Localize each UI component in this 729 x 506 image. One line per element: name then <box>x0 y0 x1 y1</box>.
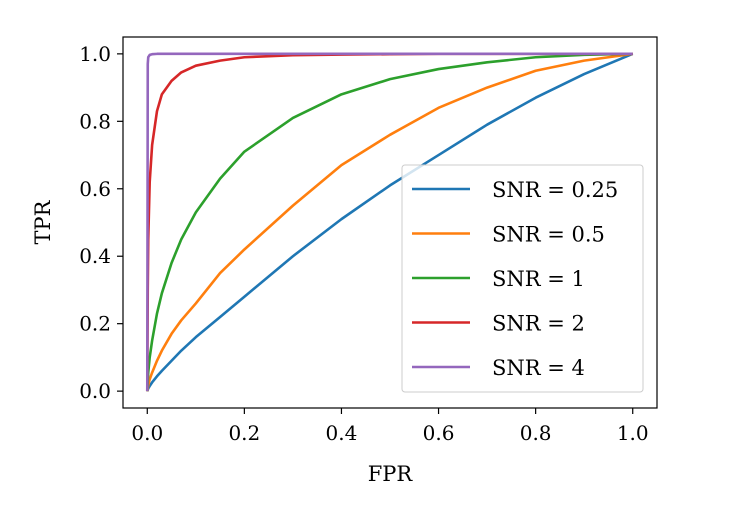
y-tick-label: 0.0 <box>79 379 111 403</box>
x-tick-label: 1.0 <box>617 421 649 445</box>
x-axis-label: FPR <box>368 462 414 486</box>
y-tick-label: 1.0 <box>79 42 111 66</box>
legend-label-1: SNR = 0.25 <box>492 178 618 202</box>
series-line-3 <box>145 52 633 392</box>
legend-label-2: SNR = 0.5 <box>492 223 605 247</box>
y-tick-label: 0.4 <box>79 244 111 268</box>
x-tick-label: 0.6 <box>423 421 455 445</box>
legend-label-3: SNR = 1 <box>492 267 585 291</box>
x-tick-label: 0.0 <box>131 421 163 445</box>
plot-lines <box>145 52 634 392</box>
series-line-2 <box>145 52 633 392</box>
series-line-1 <box>146 52 634 392</box>
x-tick-label: 0.8 <box>520 421 552 445</box>
x-axis-ticks: 0.0 0.2 0.4 0.6 0.8 1.0 <box>131 408 649 445</box>
plot-frame <box>122 36 658 409</box>
legend-box <box>401 164 644 393</box>
legend-label-4: SNR = 2 <box>492 312 585 336</box>
legend-label-5: SNR = 4 <box>492 356 585 380</box>
y-tick-label: 0.8 <box>79 109 111 133</box>
legend: SNR = 0.25 SNR = 0.5 SNR = 1 SNR = 2 SNR = 4 <box>401 164 644 393</box>
x-tick-label: 0.4 <box>326 421 358 445</box>
y-tick-label: 0.6 <box>79 177 111 201</box>
x-tick-label: 0.2 <box>228 421 260 445</box>
series-line-5 <box>145 52 633 392</box>
y-axis-ticks: 0.0 0.2 0.4 0.6 0.8 1.0 <box>79 42 123 403</box>
y-axis-label: TPR <box>31 199 55 244</box>
y-tick-label: 0.2 <box>79 312 111 336</box>
